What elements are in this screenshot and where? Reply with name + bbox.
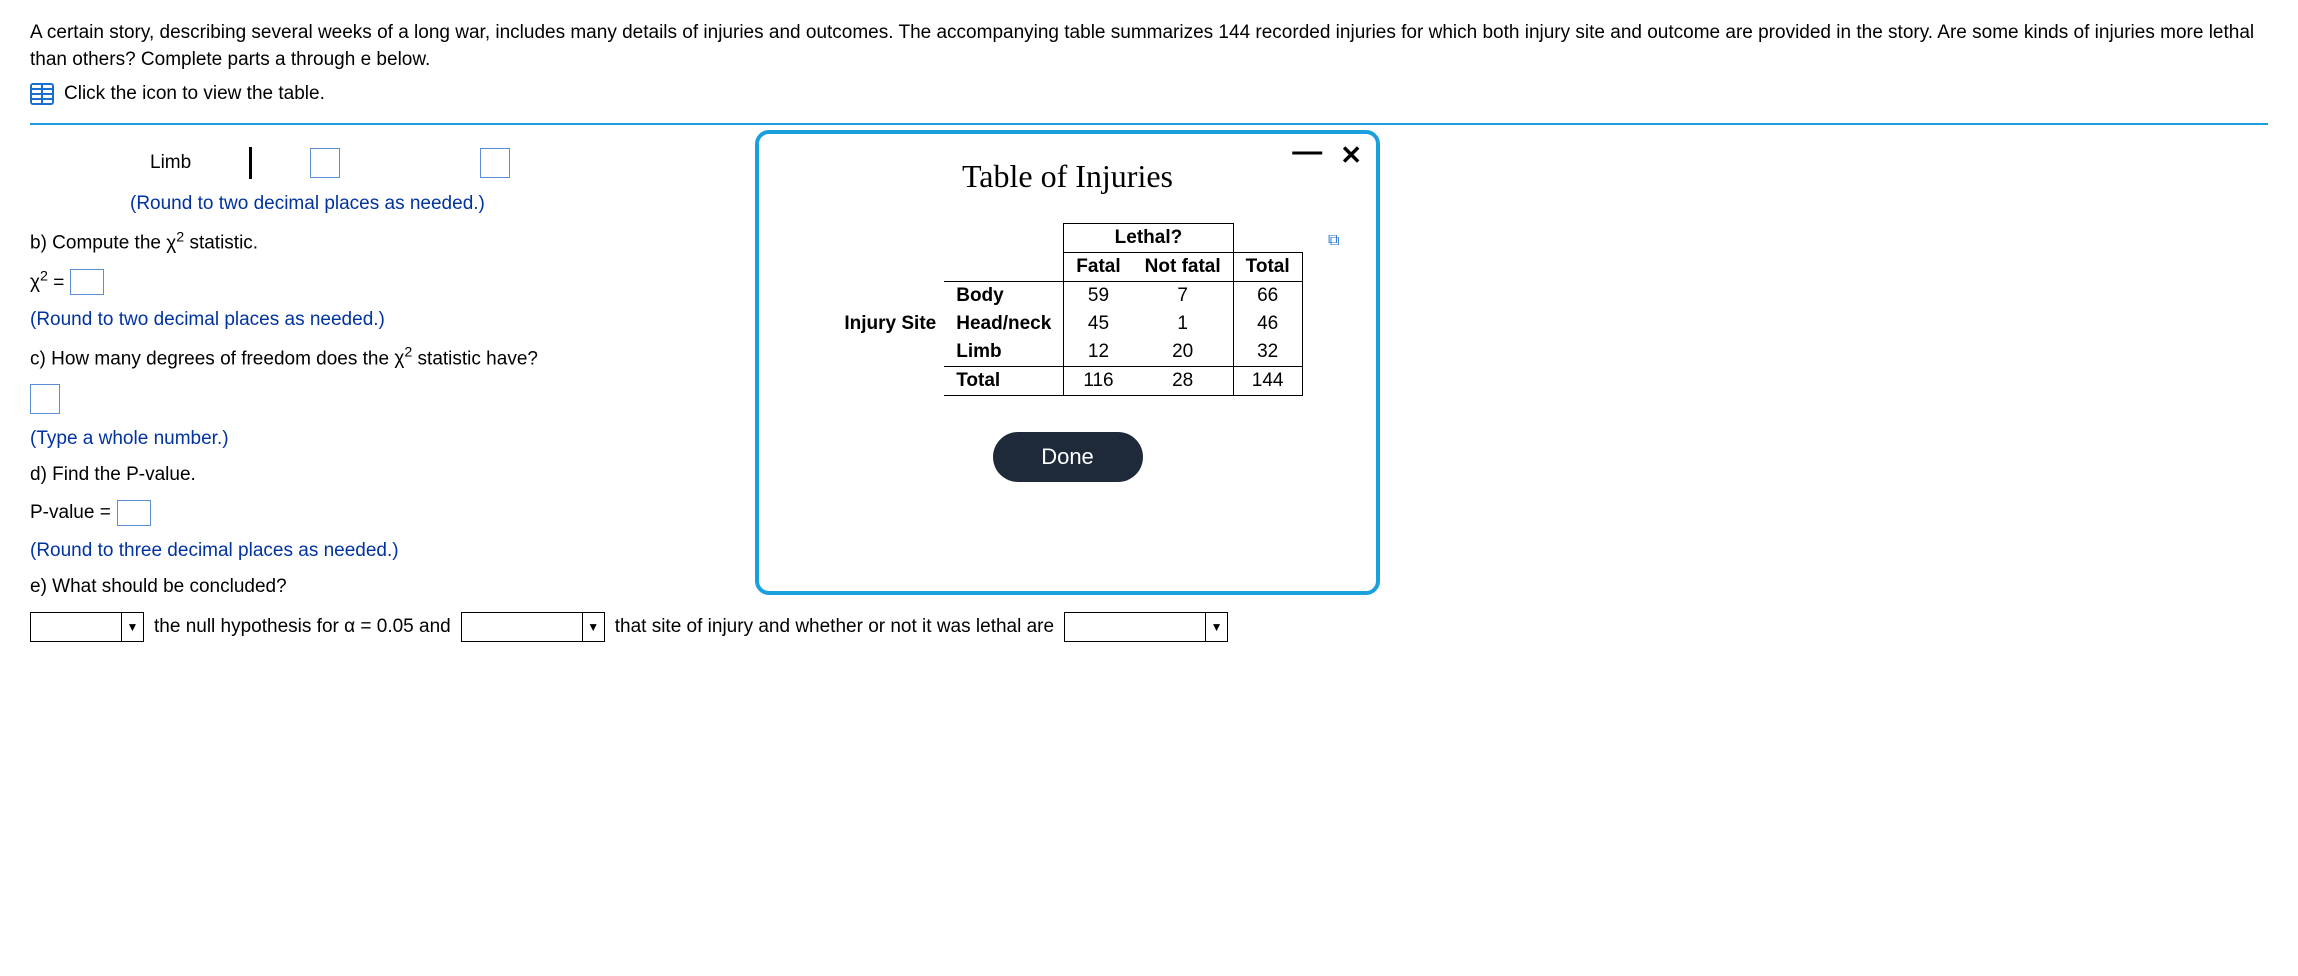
cell: 59 [1064,282,1133,311]
modal-title: Table of Injuries [785,158,1350,195]
cell: 20 [1133,338,1234,367]
lethal-header: Lethal? [1064,224,1233,253]
cell: 116 [1064,367,1133,396]
cell: 46 [1233,310,1302,338]
limb-label: Limb [150,152,191,174]
pvalue-label: P-value = [30,502,111,524]
separator [30,123,2268,125]
chevron-down-icon: ▼ [1205,613,1227,641]
e-text-1: the null hypothesis for α = 0.05 and [154,616,451,638]
conclusion-select-1[interactable]: ▼ [30,612,144,642]
chevron-down-icon: ▼ [121,613,143,641]
col-notfatal: Not fatal [1133,253,1234,282]
row-head-label: Head/neck [944,310,1064,338]
cell: 12 [1064,338,1133,367]
cell: 1 [1133,310,1234,338]
copy-icon[interactable]: ⧉ [1328,232,1346,250]
pvalue-input[interactable] [117,500,151,526]
chi-eq-label: χ2 = [30,269,64,294]
chevron-down-icon: ▼ [582,613,604,641]
cell: 7 [1133,282,1234,311]
row-limb-label: Limb [944,338,1064,367]
minimize-icon[interactable]: — [1292,147,1322,157]
done-button[interactable]: Done [993,432,1143,482]
view-table-link[interactable]: Click the icon to view the table. [64,83,325,105]
problem-intro: A certain story, describing several week… [30,20,2268,73]
cell: 32 [1233,338,1302,367]
injury-site-label: Injury Site [832,310,944,338]
col-fatal: Fatal [1064,253,1133,282]
df-input[interactable] [30,384,60,414]
table-icon[interactable] [30,83,54,105]
cell: 144 [1233,367,1302,396]
cell: 28 [1133,367,1234,396]
vertical-bar [249,147,252,179]
chi-input[interactable] [70,269,104,295]
close-icon[interactable]: ✕ [1340,140,1362,171]
limb-input-2[interactable] [480,148,510,178]
table-modal: — ✕ Table of Injuries ⧉ Lethal? Fatal No… [755,130,1380,595]
cell: 45 [1064,310,1133,338]
row-body-label: Body [944,282,1064,311]
cell: 66 [1233,282,1302,311]
row-total-label: Total [944,367,1064,396]
e-text-2: that site of injury and whether or not i… [615,616,1054,638]
col-total: Total [1233,253,1302,282]
injury-table: Lethal? Fatal Not fatal Total Body 59 7 … [832,223,1302,396]
conclusion-select-3[interactable]: ▼ [1064,612,1228,642]
conclusion-select-2[interactable]: ▼ [461,612,605,642]
limb-input-1[interactable] [310,148,340,178]
